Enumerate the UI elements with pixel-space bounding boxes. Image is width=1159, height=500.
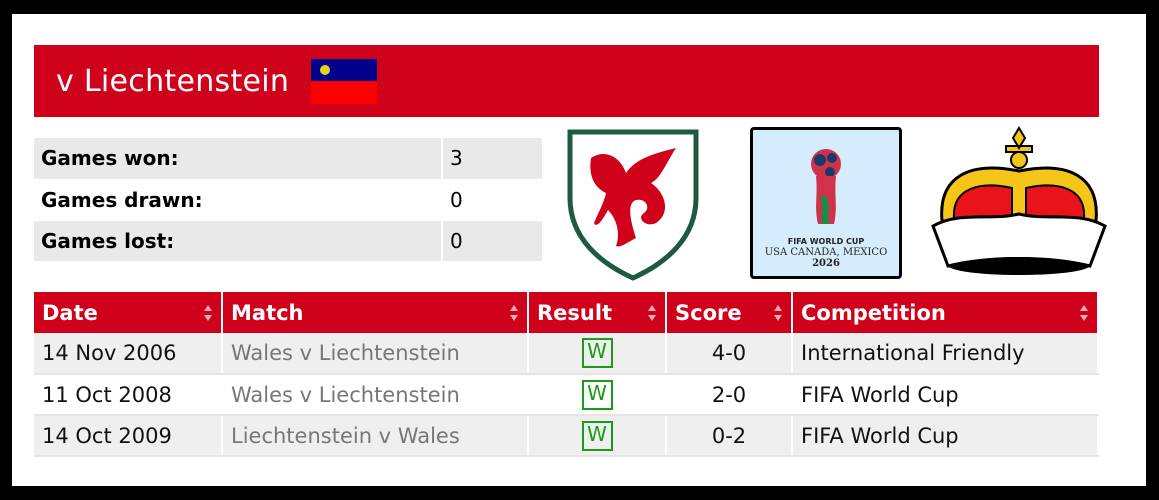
cell-competition: FIFA World Cup	[792, 374, 1099, 416]
cell-match[interactable]: Liechtenstein v Wales	[222, 415, 529, 457]
stat-value: 3	[442, 138, 544, 180]
matches-table: Date Match Result Score Competition 14 N…	[34, 292, 1099, 457]
sort-icon	[648, 305, 656, 321]
world-cup-logo: FIFA WORLD CUP USA CANADA, MEXICO 2026	[750, 127, 902, 279]
logo-text: FIFA WORLD CUP	[787, 237, 865, 246]
cell-match[interactable]: Wales v Liechtenstein	[222, 374, 529, 416]
stat-label: Games won:	[34, 138, 443, 180]
stat-row: Games drawn: 0	[34, 179, 544, 221]
result-badge: W	[581, 379, 613, 410]
stat-value: 0	[442, 220, 544, 262]
trophy-icon	[811, 149, 841, 224]
cell-competition: International Friendly	[792, 333, 1099, 375]
table-row: 14 Oct 2009 Liechtenstein v Wales W 0-2 …	[34, 415, 1099, 457]
liechtenstein-flag-icon	[311, 58, 378, 104]
result-badge: W	[581, 420, 613, 451]
column-header-competition[interactable]: Competition	[792, 292, 1099, 333]
sort-icon	[1080, 305, 1088, 321]
cell-score: 0-2	[666, 415, 793, 457]
column-header-result[interactable]: Result	[528, 292, 667, 333]
column-header-match[interactable]: Match	[222, 292, 529, 333]
cell-competition: FIFA World Cup	[792, 415, 1099, 457]
page-title: v Liechtenstein	[56, 63, 290, 99]
column-header-date[interactable]: Date	[34, 292, 223, 333]
logo-text: 2026	[812, 258, 840, 269]
cell-score: 4-0	[666, 333, 793, 375]
table-row: 11 Oct 2008 Wales v Liechtenstein W 2-0 …	[34, 374, 1099, 416]
sort-icon	[774, 305, 782, 321]
stat-row: Games won: 3	[34, 138, 544, 180]
result-badge: W	[581, 338, 613, 368]
stat-row: Games lost: 0	[34, 220, 544, 262]
cell-score: 2-0	[666, 374, 793, 416]
stat-label: Games drawn:	[34, 179, 443, 221]
wales-crest-logo	[567, 129, 699, 281]
column-header-score[interactable]: Score	[666, 292, 793, 333]
logo-text: USA CANADA, MEXICO	[764, 247, 888, 258]
stat-value: 0	[442, 179, 544, 221]
sort-icon	[204, 305, 212, 321]
table-header-row: Date Match Result Score Competition	[34, 292, 1099, 333]
stat-label: Games lost:	[34, 220, 443, 262]
cell-date: 11 Oct 2008	[34, 374, 223, 416]
page-header: v Liechtenstein	[34, 45, 1099, 117]
stats-table: Games won: 3 Games drawn: 0 Games lost: 0	[34, 138, 544, 262]
table-row: 14 Nov 2006 Wales v Liechtenstein W 4-0 …	[34, 333, 1099, 375]
cell-date: 14 Nov 2006	[34, 333, 223, 375]
sort-icon	[510, 305, 518, 321]
cell-match[interactable]: Wales v Liechtenstein	[222, 333, 529, 375]
cell-date: 14 Oct 2009	[34, 415, 223, 457]
page: v Liechtenstein Games won: 3 Games drawn:…	[12, 14, 1146, 486]
liechtenstein-crown-logo	[931, 126, 1107, 275]
